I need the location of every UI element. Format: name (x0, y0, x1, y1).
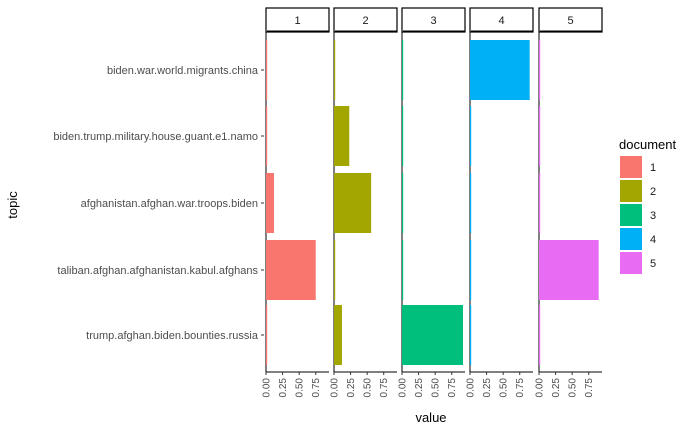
bar (266, 106, 268, 166)
x-tick-label: 0.50 (295, 378, 306, 398)
x-tick-label: 0.50 (363, 378, 374, 398)
bar (539, 173, 541, 233)
legend-label: 1 (650, 162, 656, 174)
x-tick-label: 0.75 (311, 378, 322, 398)
x-axis-label: value (415, 410, 446, 425)
bar (539, 305, 541, 365)
bar (539, 240, 599, 300)
x-tick-label: 0.25 (346, 378, 357, 398)
facet-strip-label: 5 (567, 15, 573, 27)
x-tick-label: 0.25 (414, 378, 425, 398)
facet-strip (265, 7, 330, 33)
bar (539, 40, 541, 100)
x-tick-label: 0.75 (447, 378, 458, 398)
x-tick-label: 0.50 (499, 378, 510, 398)
x-tick-label: 0.25 (278, 378, 289, 398)
x-tick-label: 0.50 (568, 378, 579, 398)
legend-label: 3 (650, 210, 656, 222)
bar (402, 173, 404, 233)
x-tick-label: 0.75 (584, 378, 595, 398)
bar (334, 106, 350, 166)
bar (334, 240, 336, 300)
facet-strip (538, 7, 603, 33)
x-tick-label: 0.25 (482, 378, 493, 398)
x-tick-label: 0.00 (535, 378, 546, 398)
y-tick-label: afghanistan.afghan.war.troops.biden (81, 198, 258, 210)
facet-strip-label: 3 (430, 15, 436, 27)
y-tick-label: biden.war.world.migrants.china (107, 65, 259, 77)
plot-area: biden.war.world.migrants.china biden.trum… (53, 7, 603, 398)
x-tick-label: 0.75 (379, 378, 390, 398)
y-tick-label: biden.trump.military.house.guant.e1.namo (53, 131, 258, 143)
x-tick-label: 0.00 (466, 378, 477, 398)
legend-label: 4 (650, 234, 656, 246)
bar (470, 240, 472, 300)
facet-strip (333, 7, 398, 33)
bar (334, 40, 336, 100)
x-tick-label: 0.00 (330, 378, 341, 398)
bar (539, 106, 541, 166)
legend-swatch (620, 180, 642, 202)
x-tick-label: 0.00 (398, 378, 409, 398)
bar (402, 240, 404, 300)
facet-strip-label: 2 (362, 15, 368, 27)
bar (402, 106, 404, 166)
facet-strip-label: 1 (294, 15, 300, 27)
legend-title: document (619, 137, 676, 152)
facet-strip (401, 7, 466, 33)
bar (334, 305, 342, 365)
bar (266, 240, 316, 300)
x-tick-label: 0.75 (515, 378, 526, 398)
legend-label: 5 (650, 258, 656, 270)
bar (402, 305, 464, 365)
bar (470, 40, 530, 100)
facet-strip (469, 7, 534, 33)
legend: document 1 2 3 4 5 (619, 137, 676, 274)
bar (266, 305, 268, 365)
bar (266, 173, 274, 233)
bar (334, 173, 372, 233)
legend-swatch (620, 156, 642, 178)
y-tick-label: trump.afghan.biden.bounties.russia (86, 330, 259, 342)
bar (470, 305, 472, 365)
y-tick-label: taliban.afghan.afghanistan.kabul.afghans (57, 265, 258, 277)
bar (402, 40, 404, 100)
y-axis-label: topic (5, 191, 20, 219)
x-tick-label: 0.00 (262, 378, 273, 398)
legend-label: 2 (650, 186, 656, 198)
bar (470, 106, 472, 166)
bar (266, 40, 268, 100)
legend-swatch (620, 204, 642, 226)
facet-strip-label: 4 (498, 15, 504, 27)
bar (470, 173, 472, 233)
legend-swatch (620, 252, 642, 274)
x-tick-label: 0.25 (551, 378, 562, 398)
legend-swatch (620, 228, 642, 250)
x-tick-label: 0.50 (431, 378, 442, 398)
